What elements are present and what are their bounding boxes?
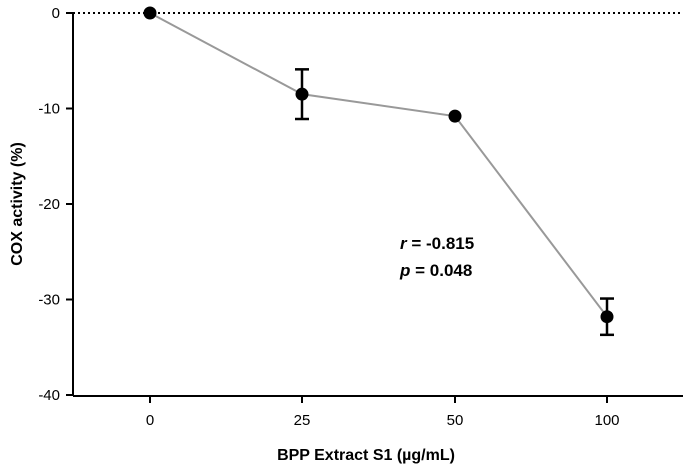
y-tick-label: -40 — [38, 387, 60, 404]
p-annotation: p = 0.048 — [399, 261, 472, 280]
x-axis-title: BPP Extract S1 (µg/mL) — [277, 447, 455, 464]
x-tick-label: 25 — [294, 412, 311, 429]
x-ticks: 0 25 50 100 — [146, 396, 620, 429]
data-point — [295, 87, 309, 101]
y-ticks: 0 -10 -20 -30 -40 — [38, 5, 73, 404]
p-value: = 0.048 — [410, 261, 472, 280]
x-tick-label: 50 — [447, 412, 464, 429]
x-tick-label: 0 — [146, 412, 154, 429]
y-tick-label: -30 — [38, 292, 60, 309]
data-point — [448, 109, 462, 123]
y-tick-label: -20 — [38, 196, 60, 213]
r-annotation: r = -0.815 — [400, 234, 474, 253]
x-tick-label: 100 — [594, 412, 619, 429]
y-tick-label: 0 — [52, 5, 60, 22]
y-tick-label: -10 — [38, 101, 60, 118]
series — [143, 6, 614, 337]
r-value: = -0.815 — [407, 234, 475, 253]
p-symbol: p — [399, 261, 410, 280]
axes — [72, 12, 683, 397]
data-point — [600, 310, 614, 324]
series-line — [149, 12, 608, 318]
r-symbol: r — [400, 234, 408, 253]
data-point — [143, 6, 157, 20]
y-axis-title: COX activity (%) — [9, 142, 26, 266]
